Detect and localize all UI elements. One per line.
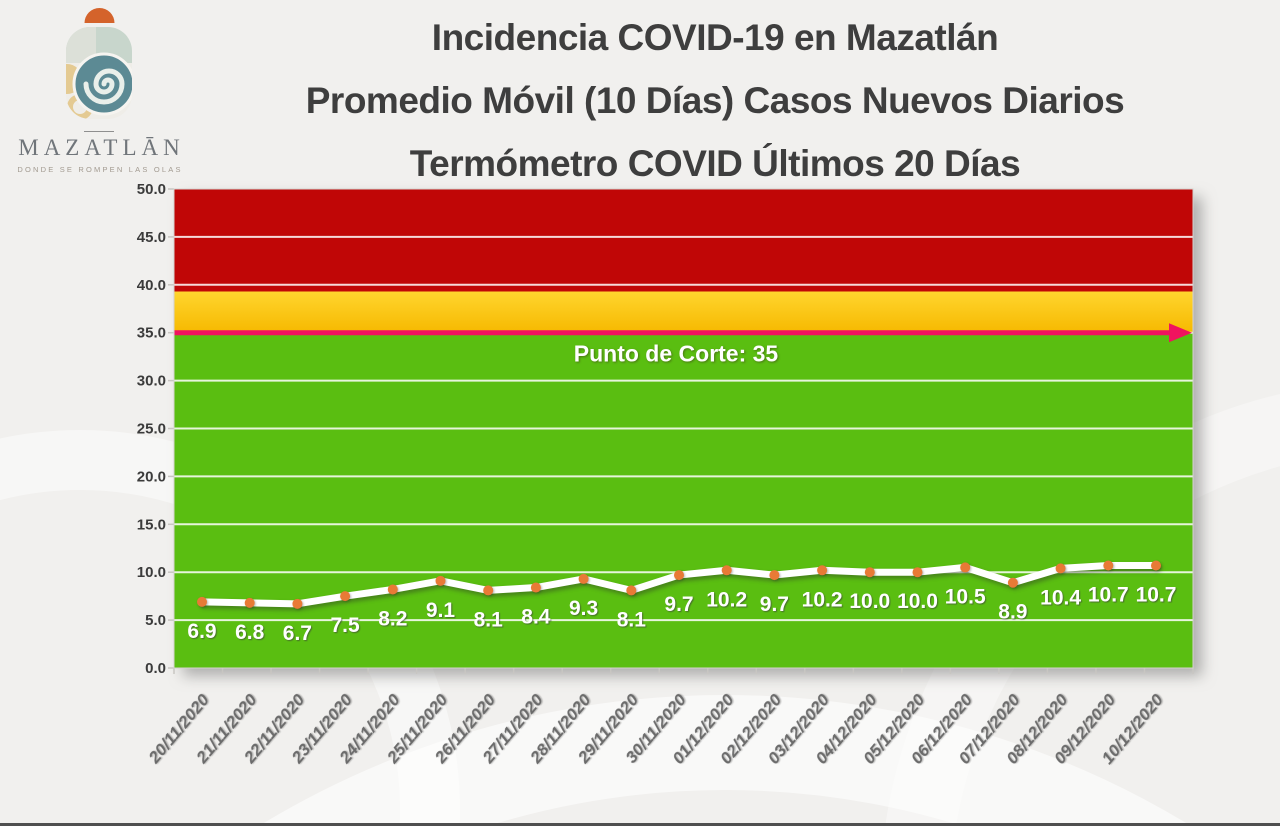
data-point-label: 8.2 — [378, 607, 407, 630]
data-point-label: 10.0 — [897, 590, 938, 613]
logo-divider — [84, 131, 114, 132]
title-line-3: Termómetro COVID Últimos 20 Días — [409, 143, 1021, 184]
data-point — [769, 570, 780, 581]
data-point — [912, 567, 923, 578]
cutoff-arrow-icon — [1169, 323, 1192, 343]
cutoff-label: Punto de Corte: 35 — [574, 341, 779, 367]
yellow-zone — [174, 291, 1193, 333]
y-axis-label: 35.0 — [137, 325, 166, 342]
y-axis-label: 50.0 — [137, 181, 166, 198]
data-point-label: 6.8 — [235, 621, 265, 644]
data-point-label: 9.7 — [664, 593, 693, 616]
y-axis-label: 30.0 — [137, 373, 166, 390]
data-point-label: 9.7 — [760, 593, 789, 616]
data-point — [1007, 577, 1018, 588]
data-point-label: 10.7 — [1088, 583, 1129, 606]
data-point-label: 6.9 — [187, 620, 216, 643]
data-point — [292, 598, 303, 609]
data-point-label: 8.9 — [998, 601, 1027, 624]
data-point — [864, 567, 875, 578]
data-point — [674, 570, 684, 581]
y-axis-label: 45.0 — [137, 229, 166, 246]
data-point-label: 8.1 — [617, 608, 647, 631]
y-axis-label: 20.0 — [137, 468, 166, 485]
data-point-label: 8.1 — [474, 608, 504, 631]
data-point — [1103, 560, 1114, 571]
y-axis-label: 25.0 — [137, 421, 166, 438]
data-point-label: 8.4 — [521, 606, 551, 629]
data-point-label: 10.2 — [706, 588, 747, 611]
data-point-label: 10.2 — [802, 588, 843, 611]
data-point-label: 10.4 — [1040, 586, 1081, 609]
title-line-2: Promedio Móvil (10 Días) Casos Nuevos Di… — [305, 80, 1125, 121]
data-point-label: 9.3 — [569, 597, 598, 620]
y-axis-label: 5.0 — [145, 612, 166, 629]
data-point — [387, 584, 398, 595]
data-point-label: 6.7 — [283, 622, 312, 645]
data-point-label: 10.5 — [945, 585, 986, 608]
data-point — [1151, 560, 1161, 571]
chart-titles: Incidencia COVID-19 en Mazatlán Promedio… — [190, 6, 1240, 195]
data-point — [721, 565, 732, 576]
data-point-label: 10.0 — [849, 590, 890, 613]
data-point — [244, 597, 255, 608]
data-point-label: 7.5 — [330, 614, 360, 637]
data-point — [340, 591, 351, 602]
logo-wordmark: MAZATLĀN — [18, 135, 185, 160]
mazatlan-logo-graphic — [65, 8, 132, 119]
data-point — [817, 565, 828, 576]
logo-tagline: DONDE SE ROMPEN LAS OLAS — [17, 165, 183, 174]
y-axis-label: 10.0 — [137, 564, 166, 581]
green-zone — [174, 332, 1193, 668]
data-point — [483, 585, 494, 596]
red-zone — [174, 189, 1193, 292]
data-point — [1055, 563, 1066, 574]
data-point — [435, 575, 446, 586]
sun-icon — [84, 8, 114, 23]
mazatlan-logo: MAZATLĀN DONDE SE ROMPEN LAS OLAS — [8, 6, 190, 174]
plot-border — [173, 188, 1194, 669]
y-axis-label: 0.0 — [145, 660, 166, 677]
data-point — [626, 585, 637, 596]
data-point — [578, 573, 589, 584]
data-point — [960, 562, 971, 573]
data-point — [197, 596, 207, 607]
data-point — [530, 582, 541, 593]
y-axis-label: 15.0 — [137, 516, 166, 533]
data-point-label: 9.1 — [426, 599, 456, 622]
y-axis-label: 40.0 — [137, 277, 166, 294]
data-point-label: 10.7 — [1136, 583, 1177, 606]
shell-icon — [65, 27, 132, 119]
title-line-1: Incidencia COVID-19 en Mazatlán — [431, 17, 999, 58]
